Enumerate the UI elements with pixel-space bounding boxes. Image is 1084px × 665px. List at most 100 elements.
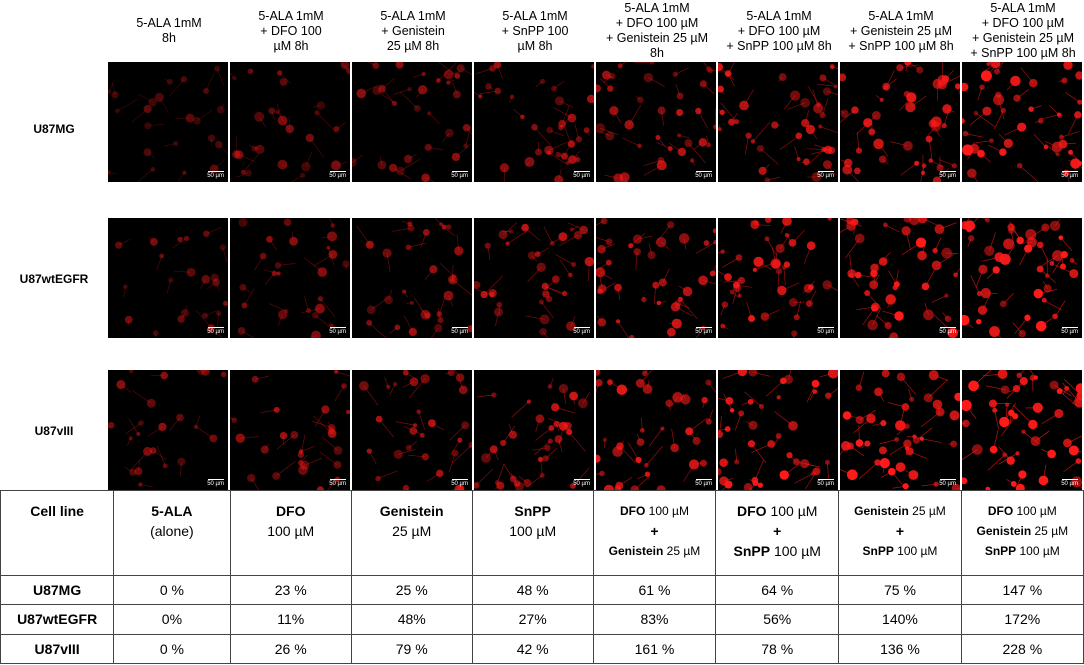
cell-mark [451, 449, 459, 457]
cell-mark [377, 160, 387, 170]
cell-process [148, 426, 163, 437]
cell-mark [874, 387, 883, 397]
cell-mark [389, 163, 398, 173]
cell-mark [395, 166, 405, 176]
cell-process [1041, 114, 1060, 120]
cell-mark [446, 80, 451, 85]
cell-process [896, 425, 908, 436]
cell-process [732, 287, 738, 304]
cell-mark [718, 85, 724, 93]
cell-mark [111, 91, 119, 99]
cell-process [534, 126, 551, 146]
micrograph-panel: 50 µm [230, 218, 350, 338]
cell-process [428, 147, 444, 151]
cell-process [164, 78, 170, 83]
cell-process [166, 279, 172, 294]
cell-process [1005, 404, 1008, 424]
cell-process [524, 227, 541, 241]
scale-bar-label: 50 µm [329, 481, 346, 487]
cell-mark [776, 395, 781, 400]
cell-process [570, 316, 576, 327]
scale-bar: 50 µm [939, 327, 956, 335]
cell-process [765, 380, 784, 397]
scale-bar: 50 µm [451, 171, 468, 179]
cell-process [1054, 300, 1066, 317]
cell-process [535, 81, 543, 88]
column-header-line: 5-ALA 1mM [258, 8, 324, 23]
header-line: SnPP 100 µM [716, 541, 838, 561]
cell-process [255, 375, 269, 380]
cell-process [1072, 388, 1081, 405]
cell-process [361, 84, 380, 94]
cell-process [985, 385, 1006, 391]
cell-process [847, 169, 860, 182]
cell-mark [244, 169, 252, 177]
cell-process [1020, 67, 1034, 84]
cell-mark [505, 241, 510, 246]
column-header-line: 5-ALA 1mM [746, 8, 812, 23]
cell-process [743, 89, 754, 106]
cell-process [754, 262, 775, 271]
cell-mark [333, 370, 339, 374]
cell-process [683, 393, 686, 400]
column-header-line: + Genistein 25 µM [971, 31, 1075, 45]
cell-process [808, 86, 820, 105]
cell-mark [881, 370, 890, 378]
cell-mark [478, 94, 483, 99]
cell-process [822, 98, 829, 116]
cell-process [1045, 141, 1058, 148]
cell-mark [463, 143, 469, 149]
cell-process [264, 273, 275, 286]
cell-process [384, 377, 389, 388]
cell-mark [177, 236, 183, 243]
cell-process [675, 306, 693, 317]
cell-process [322, 235, 333, 239]
cell-mark [677, 147, 687, 157]
column-header-line: + Genistein 25 µM [605, 31, 709, 45]
cell-mark [279, 77, 288, 86]
cell-mark [1043, 284, 1052, 293]
cell-process [885, 70, 895, 87]
cell-mark [1074, 397, 1082, 408]
cell-mark [676, 109, 684, 117]
cell-process [735, 448, 738, 462]
cell-process [962, 449, 978, 461]
cell-process [427, 473, 440, 482]
cell-mark [277, 159, 288, 170]
cell-process [660, 241, 670, 250]
cell-mark [393, 449, 403, 459]
cell-process [872, 307, 882, 326]
cell-process [975, 112, 996, 128]
drug-name: DFO [737, 503, 767, 519]
cell-process [1041, 448, 1052, 455]
cell-mark [421, 71, 426, 77]
cell-mark [560, 152, 568, 160]
cell-mark [833, 84, 838, 89]
cell-process [336, 371, 350, 377]
cell-mark [617, 63, 623, 69]
cell-process [555, 406, 576, 414]
cell-mark [969, 143, 980, 154]
cell-process [320, 298, 336, 318]
cell-process [156, 445, 166, 467]
cell-mark [607, 85, 614, 92]
cell-mark [827, 218, 832, 221]
cell-mark [1008, 409, 1015, 417]
cell-mark [330, 223, 336, 228]
cell-mark [434, 323, 443, 333]
cell-process [600, 271, 613, 280]
cell-mark [247, 68, 254, 75]
percent-value: 11% [229, 604, 352, 635]
cell-process [540, 459, 543, 475]
cell-mark [729, 408, 735, 413]
row-label: U87MG [33, 122, 75, 136]
cell-process [891, 471, 904, 487]
cell-mark [596, 123, 606, 134]
cell-mark [658, 278, 667, 287]
cell-mark [748, 370, 758, 377]
cell-mark [108, 421, 115, 429]
cell-process [568, 431, 586, 452]
cell-process [858, 274, 871, 278]
cell-process [878, 143, 889, 157]
cell-mark [317, 296, 324, 302]
